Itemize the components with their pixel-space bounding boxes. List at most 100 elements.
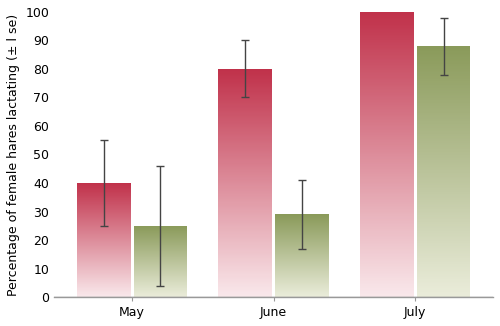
Bar	[77, 290, 130, 291]
Bar	[218, 78, 272, 79]
Bar	[77, 185, 130, 186]
Bar	[360, 42, 414, 43]
Bar	[416, 224, 470, 226]
Bar	[416, 78, 470, 79]
Bar	[77, 204, 130, 205]
Bar	[416, 160, 470, 162]
Bar	[218, 283, 272, 285]
Bar	[77, 200, 130, 201]
Bar	[360, 190, 414, 192]
Bar	[416, 105, 470, 106]
Bar	[416, 186, 470, 188]
Bar	[134, 232, 188, 233]
Bar	[77, 231, 130, 232]
Bar	[416, 153, 470, 154]
Bar	[275, 288, 329, 289]
Bar	[218, 289, 272, 290]
Bar	[218, 128, 272, 129]
Bar	[77, 211, 130, 212]
Bar	[360, 102, 414, 103]
Bar	[134, 246, 188, 247]
Bar	[134, 229, 188, 230]
Bar	[416, 228, 470, 229]
Bar	[360, 209, 414, 210]
Bar	[416, 60, 470, 61]
Bar	[360, 240, 414, 242]
Bar	[275, 218, 329, 219]
Bar	[416, 55, 470, 56]
Bar	[77, 267, 130, 268]
Bar	[218, 235, 272, 237]
Bar	[77, 199, 130, 200]
Bar	[218, 270, 272, 271]
Bar	[134, 249, 188, 250]
Bar	[77, 216, 130, 217]
Bar	[360, 82, 414, 83]
Bar	[218, 214, 272, 215]
Bar	[77, 257, 130, 258]
Bar	[77, 284, 130, 285]
Bar	[218, 233, 272, 234]
Bar	[416, 106, 470, 108]
Bar	[218, 189, 272, 190]
Bar	[416, 254, 470, 256]
Bar	[77, 219, 130, 220]
Bar	[360, 35, 414, 36]
Bar	[360, 53, 414, 55]
Bar	[360, 66, 414, 67]
Bar	[77, 214, 130, 215]
Bar	[416, 238, 470, 239]
Bar	[416, 249, 470, 251]
Bar	[77, 216, 130, 217]
Bar	[360, 73, 414, 75]
Bar	[218, 209, 272, 210]
Bar	[360, 197, 414, 199]
Bar	[77, 225, 130, 226]
Bar	[416, 211, 470, 212]
Bar	[360, 99, 414, 100]
Bar	[218, 271, 272, 272]
Bar	[416, 296, 470, 297]
Bar	[416, 118, 470, 119]
Bar	[218, 292, 272, 294]
Bar	[416, 289, 470, 291]
Bar	[360, 284, 414, 286]
Bar	[416, 164, 470, 165]
Bar	[134, 295, 188, 296]
Bar	[134, 263, 188, 264]
Bar	[360, 69, 414, 70]
Bar	[360, 133, 414, 135]
Bar	[275, 241, 329, 242]
Bar	[360, 230, 414, 231]
Bar	[416, 227, 470, 228]
Bar	[218, 240, 272, 241]
Bar	[77, 269, 130, 270]
Bar	[134, 247, 188, 248]
Bar	[77, 247, 130, 248]
Bar	[275, 295, 329, 296]
Bar	[416, 70, 470, 71]
Bar	[218, 291, 272, 292]
Bar	[218, 217, 272, 218]
Bar	[416, 279, 470, 281]
Bar	[416, 91, 470, 93]
Bar	[416, 143, 470, 144]
Bar	[218, 73, 272, 75]
Bar	[77, 261, 130, 262]
Bar	[134, 253, 188, 254]
Bar	[360, 153, 414, 155]
Bar	[275, 220, 329, 221]
Bar	[77, 282, 130, 283]
Bar	[77, 272, 130, 273]
Bar	[77, 266, 130, 267]
Bar	[416, 79, 470, 80]
Bar	[360, 219, 414, 220]
Bar	[360, 29, 414, 30]
Bar	[134, 257, 188, 258]
Bar	[360, 26, 414, 28]
Bar	[416, 159, 470, 160]
Bar	[77, 198, 130, 199]
Bar	[275, 248, 329, 249]
Bar	[77, 186, 130, 187]
Bar	[77, 226, 130, 227]
